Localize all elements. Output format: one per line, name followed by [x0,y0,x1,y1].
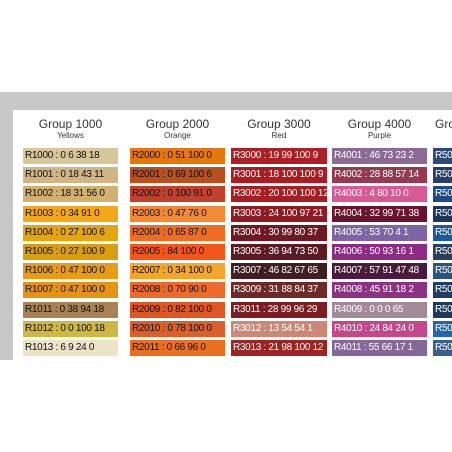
color-swatch: R4003 : 4 80 10 0 [332,186,427,203]
color-swatch: R4007 : 57 91 47 48 [332,263,427,280]
group-title: Group 4000 [347,117,412,131]
color-swatch: R2004 : 0 65 87 0 [130,224,225,241]
group-title: Group 2000 [145,117,210,131]
color-swatch: R50 [433,282,452,299]
color-swatch: R50 [433,320,452,337]
color-swatch: R2010 : 0 78 100 0 [130,320,225,337]
chart-frame: Group 1000 Yellows R1000 : 0 6 38 18 R1001 … [0,92,452,360]
color-swatch: R50 [433,167,452,184]
group-subtitle: Red [271,131,287,140]
color-swatch: R1012 : 0 0 100 18 [23,320,118,337]
color-swatch: R4005 : 53 70 4 1 [332,224,427,241]
color-swatch: R3009 : 31 88 84 37 [231,282,327,299]
color-swatch: R50 [433,205,452,222]
group-column: Group 3000 Red R3000 : 19 99 100 9 R3001 : … [231,110,327,360]
color-swatch: R3011 : 28 99 96 29 [231,301,327,318]
color-swatch: R1001 : 0 18 43 11 [23,167,118,184]
color-swatch: R2003 : 0 47 76 0 [130,205,225,222]
color-swatch: R3003 : 24 100 97 21 [231,205,327,222]
color-swatch: R3013 : 21 98 100 12 [231,340,327,356]
color-swatch: R2001 : 0 69 100 6 [130,167,225,184]
group-subtitle: Purple [367,131,392,140]
group-header: Group 1000 Yellows [23,117,118,141]
color-swatch: R1004 : 0 27 100 6 [23,224,118,241]
color-swatch: R2009 : 0 82 100 0 [130,301,225,318]
group-header: Group 4000 Purple [332,117,427,141]
color-swatch: R3001 : 18 100 100 9 [231,167,327,184]
group-title: Group 3000 [247,117,311,131]
color-swatch: R4008 : 45 91 18 2 [332,282,427,299]
color-swatch: R1006 : 0 47 100 0 [23,263,118,280]
color-swatch: R1011 : 0 38 94 18 [23,301,118,318]
color-swatch: R50 [433,263,452,280]
color-swatch: R4011 : 55 66 17 1 [332,340,427,356]
group-subtitle: Yellows [57,131,84,140]
color-swatch: R4009 : 0 0 0 65 [332,301,427,318]
group-header: Gro [435,118,452,131]
group-column: Group 4000 Purple R4001 : 46 73 23 2 R4002 … [332,110,427,360]
color-swatch: R3005 : 36 94 73 50 [231,244,327,260]
color-swatch: R2011 : 0 66 96 0 [130,340,225,356]
group-column: Gro R50 R50 R50 R50 R50 R50 R50 R50 R50 R50 R50 [433,110,452,360]
group-title: Gro [435,117,452,131]
color-swatch: R2008 : 0 70 90 0 [130,282,225,299]
group-column: Group 2000 Orange R2000 : 0 51 100 0 R2001 … [130,110,225,360]
color-swatch: R4010 : 24 84 24 0 [332,320,427,337]
color-swatch: R3007 : 46 82 67 65 [231,263,327,280]
color-swatch: R1005 : 0 27 100 9 [23,244,118,260]
color-swatch: R50 [433,148,452,164]
color-swatch: R3002 : 20 100 100 12 [231,186,327,203]
color-swatch: R2002 : 0 100 91 0 [130,186,225,203]
group-header: Group 2000 Orange [130,117,225,141]
color-swatch: R4002 : 28 88 57 14 [332,167,427,184]
group-title: Group 1000 [38,117,103,131]
color-swatch: R1007 : 0 47 100 0 [23,282,118,299]
color-swatch: R50 [433,340,452,356]
color-swatch: R1003 : 0 34 91 0 [23,205,118,222]
color-swatch: R3004 : 30 99 80 37 [231,224,327,241]
color-chart-sheet: Group 1000 Yellows R1000 : 0 6 38 18 R1001 … [13,110,452,360]
color-swatch: R2007 : 0 34 100 0 [130,263,225,280]
color-swatch: R50 [433,244,452,260]
color-swatch: R50 [433,224,452,241]
color-swatch: R4001 : 46 73 23 2 [332,148,427,164]
color-swatch: R1013 : 6 9 24 0 [23,340,118,356]
color-swatch: R1002 : 18 31 56 0 [23,186,118,203]
group-header: Group 3000 Red [231,117,327,141]
group-column: Group 1000 Yellows R1000 : 0 6 38 18 R1001 … [23,110,118,360]
color-swatch: R1000 : 0 6 38 18 [23,148,118,164]
group-subtitle: Orange [164,131,191,140]
color-swatch: R2005 : 84 100 0 [130,244,225,260]
color-swatch: R2000 : 0 51 100 0 [130,148,225,164]
color-swatch: R3000 : 19 99 100 9 [231,148,327,164]
color-swatch: R50 [433,186,452,203]
color-swatch: R4006 : 50 93 16 1 [332,244,427,260]
color-swatch: R50 [433,301,452,318]
color-swatch: R4004 : 32 99 71 38 [332,205,427,222]
color-swatch: R3012 : 13 54 54 1 [231,320,327,337]
